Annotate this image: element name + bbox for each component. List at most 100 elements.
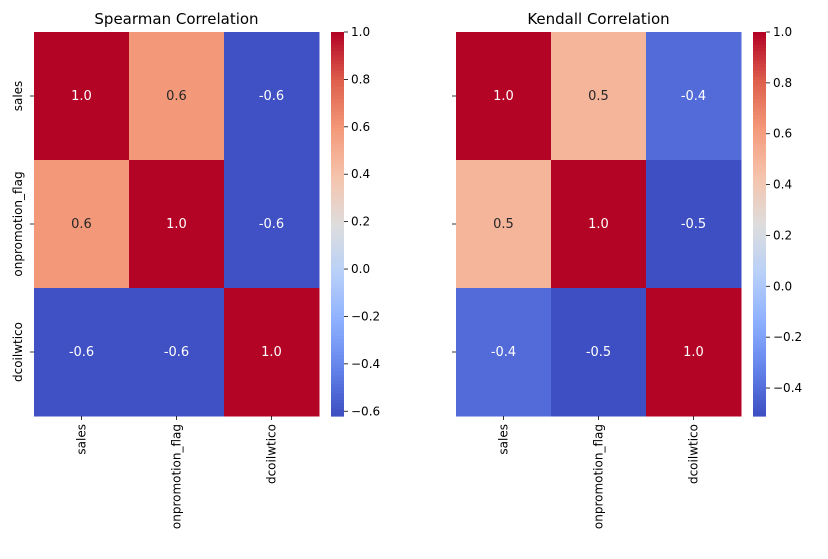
colorbar-segment	[331, 252, 344, 257]
colorbar-segment	[331, 326, 344, 331]
colorbar-segment	[331, 41, 344, 46]
colorbar-segment	[753, 227, 766, 231]
colorbar-segment	[753, 230, 766, 235]
cell-annotation: 1.0	[166, 217, 187, 232]
colorbar-segment	[331, 288, 344, 292]
colorbar-segment	[753, 169, 766, 174]
colorbar-segment	[753, 374, 766, 379]
colorbar-segment	[753, 54, 766, 59]
colorbar-segment	[331, 54, 344, 59]
colorbar-segment	[331, 256, 344, 260]
colorbar-segment	[753, 393, 766, 398]
colorbar-segment	[331, 51, 344, 55]
cell-annotation: -0.5	[586, 345, 611, 360]
colorbar-segment	[331, 316, 344, 321]
colorbar-segment	[753, 265, 766, 270]
colorbar-segment	[331, 147, 344, 151]
colorbar-segment	[753, 44, 766, 49]
colorbar-segment	[753, 128, 766, 132]
cell-annotation: 1.0	[261, 345, 282, 360]
colorbar-segment	[753, 412, 766, 417]
heatmap-cell	[224, 160, 320, 289]
colorbar-segment	[331, 137, 344, 142]
colorbar-segment	[331, 390, 344, 395]
colorbar-segment	[753, 252, 766, 257]
colorbar-segment	[331, 99, 344, 103]
colorbar-segment	[331, 281, 344, 286]
colorbar-segment	[753, 262, 766, 267]
colorbar-segment	[331, 179, 344, 183]
colorbar-segment	[753, 355, 766, 359]
colorbar-tick-label: 1.0	[773, 25, 792, 39]
colorbar-segment	[753, 316, 766, 321]
colorbar-segment	[753, 182, 766, 187]
colorbar-segment	[753, 339, 766, 343]
colorbar-segment	[753, 291, 766, 295]
colorbar-segment	[331, 70, 344, 75]
colorbar-segment	[331, 348, 344, 353]
colorbar-segment	[331, 86, 344, 91]
colorbar-segment	[753, 300, 766, 305]
cell-annotation: 1.0	[71, 89, 92, 104]
colorbar-segment	[753, 214, 766, 219]
colorbar-segment	[753, 108, 766, 113]
colorbar-segment	[753, 76, 766, 81]
colorbar-segment	[753, 140, 766, 145]
heatmap-panel-1: Spearman Correlation 1.0 0.6 -0.6 0.6 1.0 -0.6…	[11, 10, 380, 529]
colorbar-segment	[331, 102, 344, 107]
colorbar-segment	[753, 179, 766, 183]
colorbar-segment	[331, 118, 344, 123]
colorbar-segment	[753, 400, 766, 404]
colorbar-segment	[753, 80, 766, 84]
heatmap-cell	[646, 160, 742, 289]
heatmap-cell	[34, 160, 130, 289]
colorbar-segment	[331, 313, 344, 318]
heatmap-cell	[129, 288, 225, 417]
colorbar-segment	[753, 131, 766, 135]
colorbar-segment	[331, 211, 344, 215]
colorbar-tick-label: 0.8	[351, 72, 370, 86]
colorbar-segment	[331, 345, 344, 350]
cell-annotation: 0.5	[588, 89, 609, 104]
colorbar-segment	[331, 208, 344, 212]
colorbar-segment	[753, 249, 766, 254]
colorbar-segment	[331, 371, 344, 375]
colorbar-segment	[753, 192, 766, 196]
colorbar-segment	[753, 396, 766, 401]
colorbar-segment	[753, 156, 766, 161]
colorbar-segment	[753, 150, 766, 155]
colorbar-segment	[753, 310, 766, 315]
colorbar-segment	[753, 204, 766, 209]
colorbar-segment	[753, 371, 766, 375]
colorbar-segment	[753, 387, 766, 391]
cell-annotation: -0.6	[69, 345, 94, 360]
colorbar-segment	[753, 294, 766, 299]
colorbar-segment	[331, 105, 344, 110]
colorbar-segment	[753, 336, 766, 340]
colorbar-segment	[753, 92, 766, 97]
colorbar-segment	[331, 169, 344, 174]
colorbar-segment	[753, 297, 766, 302]
colorbar-tick-label: 0.0	[351, 262, 370, 276]
colorbar-tick-label: 0.6	[351, 120, 370, 134]
colorbar-segment	[331, 32, 344, 36]
colorbar-segment	[753, 83, 766, 87]
colorbar-segment	[331, 121, 344, 126]
colorbar-tick-label: −0.6	[351, 404, 380, 418]
colorbar-segment	[331, 192, 344, 196]
colorbar-segment	[753, 217, 766, 222]
colorbar-segment	[331, 291, 344, 295]
colorbar-segment	[331, 96, 344, 100]
colorbar-segment	[753, 134, 766, 139]
colorbar-segment	[753, 329, 766, 334]
colorbar-tick-label: 0.2	[773, 228, 792, 242]
colorbar-segment	[753, 188, 766, 193]
colorbar-segment	[753, 51, 766, 55]
colorbar-segment	[753, 70, 766, 75]
colorbar-segment	[753, 326, 766, 331]
colorbar-segment	[753, 224, 766, 228]
heatmap-cell	[224, 32, 320, 161]
colorbar-segment	[753, 313, 766, 318]
cell-annotation: 1.0	[588, 217, 609, 232]
colorbar-segment	[753, 137, 766, 142]
